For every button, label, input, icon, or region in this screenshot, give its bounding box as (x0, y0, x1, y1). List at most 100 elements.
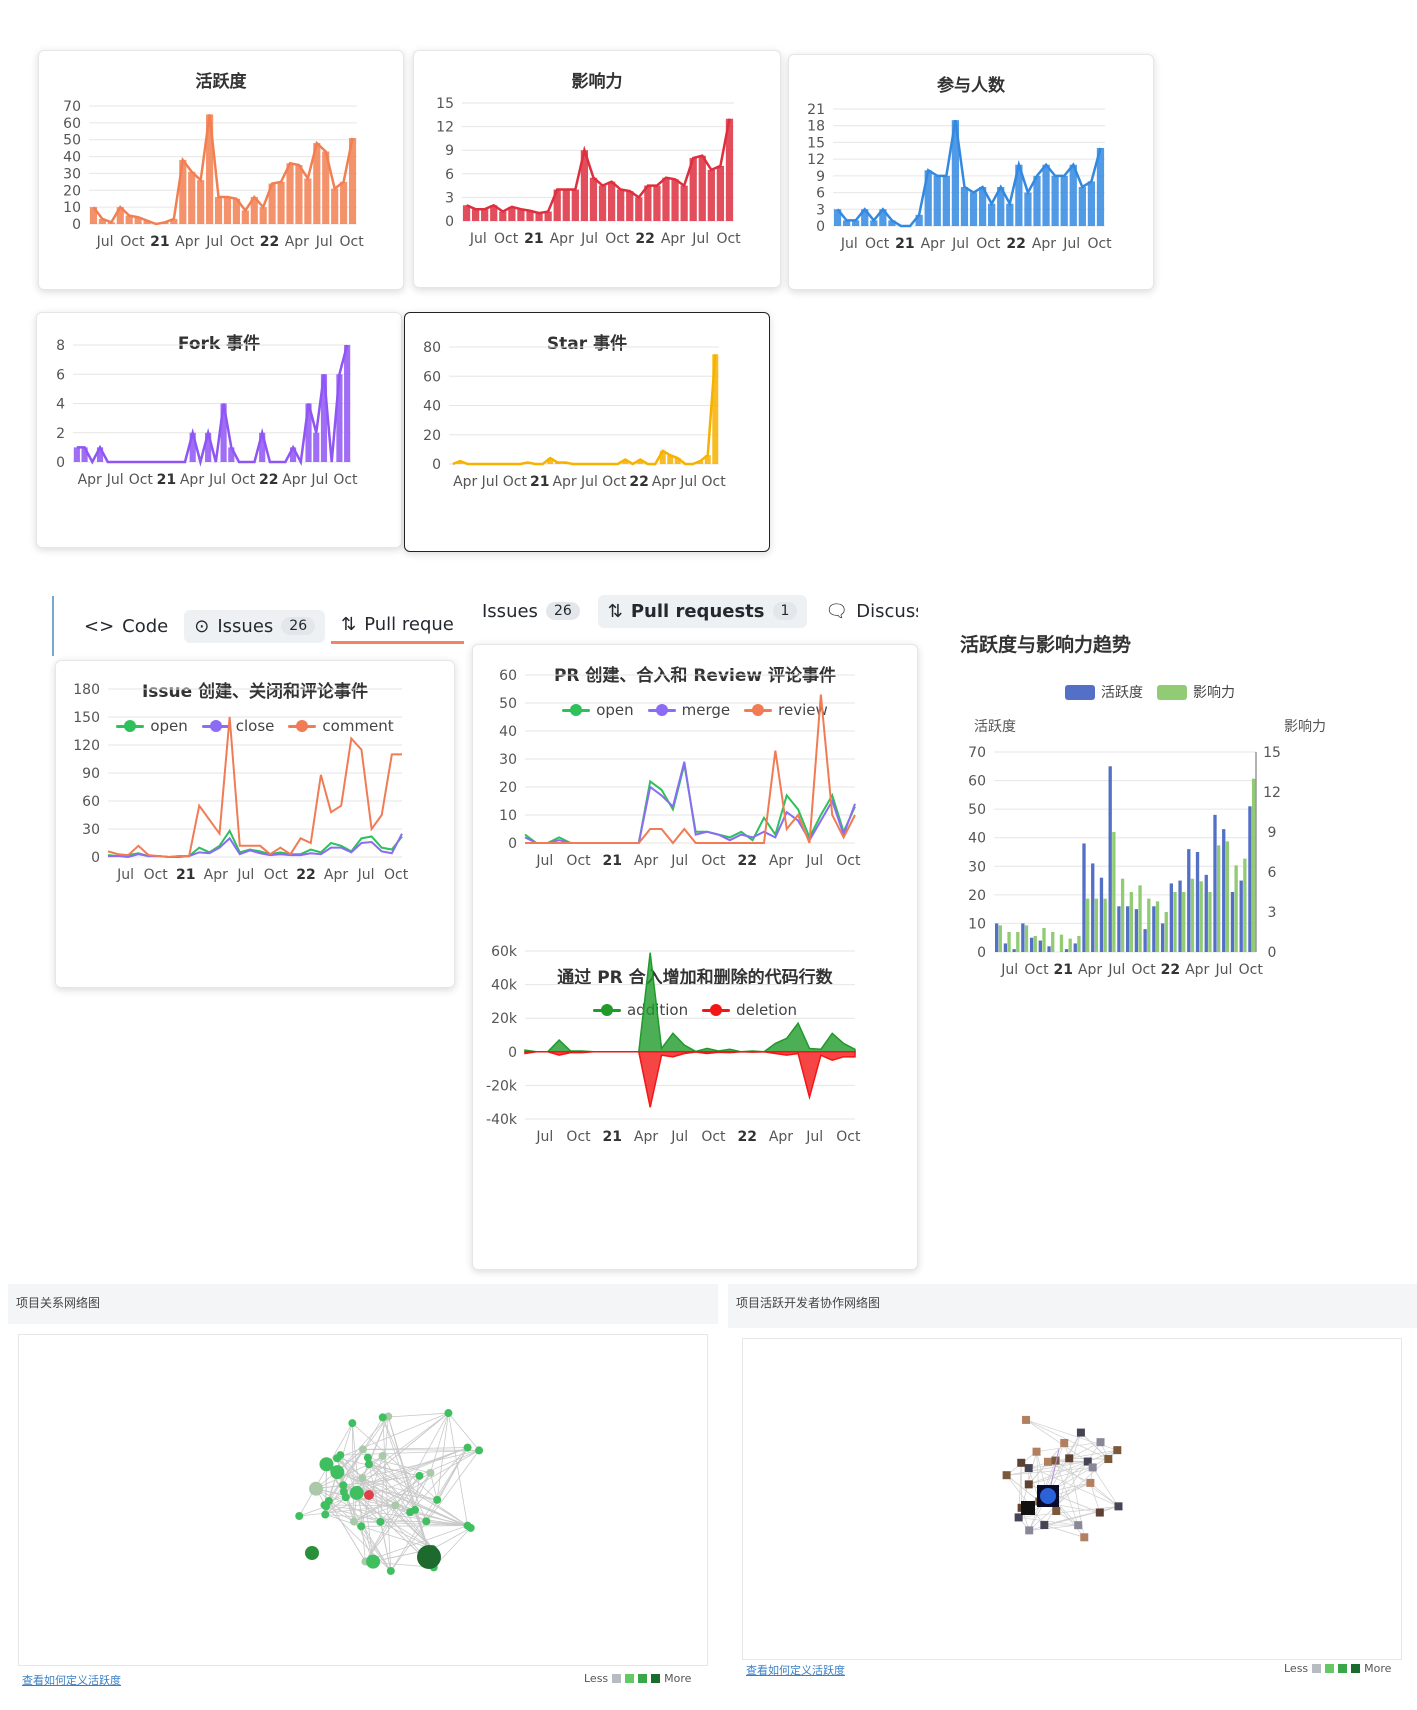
y-tick-label: 21 (807, 102, 825, 118)
chart-title: Star 事件 (546, 334, 628, 354)
bar (125, 215, 133, 224)
bar (942, 175, 950, 226)
network-edge (382, 1417, 427, 1522)
tab-issues[interactable]: Issues 26 (472, 595, 590, 628)
bar-influence (1016, 932, 1020, 952)
legend-swatch (1065, 684, 1095, 700)
trend-legend: 活跃度 影响力 (950, 682, 1350, 702)
bar-influence (1243, 858, 1247, 952)
x-tick-label: Apr (285, 234, 309, 250)
bar-influence (1129, 892, 1133, 952)
y-tick-label: 40k (491, 978, 518, 994)
tab-issues[interactable]: ⊙ Issues 26 (184, 609, 326, 643)
x-tick-label: Oct (605, 231, 630, 247)
developer-avatar (1114, 1502, 1123, 1511)
developer-avatar (1074, 1521, 1083, 1530)
network-edge (315, 1488, 434, 1550)
tab-pull-requests[interactable]: ⇅ Pull reque (331, 608, 464, 644)
network-edge (337, 1471, 438, 1501)
legend-close[interactable]: close (201, 717, 274, 735)
legend-label: review (778, 701, 828, 719)
y-tick-label: 0 (72, 217, 81, 233)
bar (653, 185, 661, 221)
bar (704, 455, 711, 464)
developer-network-header: 项目活跃开发者协作网络图 (728, 1284, 1417, 1328)
network-node (349, 1485, 364, 1500)
bar (331, 188, 339, 224)
tab-pull-requests[interactable]: ⇅ Pull requests 1 (597, 594, 808, 628)
legend-influence[interactable]: 影响力 (1157, 682, 1235, 702)
developer-avatar (1080, 1533, 1089, 1542)
bar (223, 197, 232, 224)
influence-chart: 0 3 6 9 12 15 Jul Oct 21 Apr Jul Oct 22 Apr Jul Oct (436, 96, 741, 247)
network-edge (382, 1417, 435, 1568)
y-tick-label: 3 (445, 190, 454, 206)
network-node (415, 1471, 424, 1480)
x-tick-label: Apr (921, 236, 945, 252)
bar-activity (1126, 906, 1130, 952)
tab-discussions[interactable]: 🗨 Discussic (815, 595, 918, 628)
bar (1015, 164, 1023, 226)
developer-avatar (1095, 1508, 1104, 1517)
x-tick-label: Oct (494, 231, 519, 247)
legend-activity[interactable]: 活跃度 (1065, 682, 1143, 702)
bar (340, 181, 348, 224)
y2-tick-label: 15 (1263, 745, 1281, 761)
legend-open[interactable]: open (116, 717, 188, 735)
developer-avatar (1104, 1455, 1113, 1464)
activity-definition-link[interactable]: 查看如何定义活跃度 (746, 1664, 845, 1677)
tab-code[interactable]: <> Code (74, 610, 178, 643)
x-tick-label: Jul (208, 472, 226, 488)
y-tick-label: 30 (968, 859, 986, 875)
network-edge (1018, 1517, 1079, 1526)
bar-activity (1073, 943, 1077, 952)
code-icon: <> (84, 615, 115, 637)
network-edge (410, 1511, 468, 1527)
y2-tick-label: 3 (1268, 905, 1277, 921)
network-edge (394, 1505, 434, 1550)
network-node (319, 1457, 334, 1472)
y-tick-label: 60k (491, 944, 518, 960)
network-edge (352, 1422, 438, 1501)
legend-merge[interactable]: merge (647, 701, 730, 719)
bar-influence (1182, 892, 1186, 952)
x-tick-label: 21 (524, 231, 543, 247)
network-node (309, 1481, 324, 1496)
bar-influence (1094, 898, 1099, 952)
bar-activity (1038, 940, 1042, 952)
developer-avatar (1065, 1454, 1074, 1463)
star-card: Star 事件 0 20 40 60 80 Apr Jul Oct 21 Apr Jul Oct 22 A… (404, 312, 770, 552)
developer-avatar (1014, 1513, 1023, 1522)
developer-avatar (1086, 1478, 1095, 1487)
x-tick-label: Jul (580, 474, 598, 490)
x-tick-label: 21 (176, 867, 195, 883)
legend-open[interactable]: open (562, 701, 634, 719)
prs-chart: 0 10 20 30 40 50 60 Jul Oct 21 Apr Jul Oct 22 Apr Jul Oc… (486, 668, 861, 1145)
x-tick-label: Apr (769, 853, 793, 869)
x-tick-label: Jul (106, 472, 124, 488)
bar (553, 189, 561, 221)
y-tick-label: 6 (816, 186, 825, 202)
bar-activity (1003, 943, 1008, 952)
x-tick-label: Apr (282, 472, 306, 488)
legend-deletion[interactable]: deletion (702, 1001, 797, 1019)
legend-comment[interactable]: comment (288, 717, 394, 735)
activity-definition-link[interactable]: 查看如何定义活跃度 (22, 1674, 121, 1687)
y-tick-label: 30 (499, 752, 517, 768)
network-edge (337, 1416, 389, 1473)
issues-count-badge: 26 (281, 617, 316, 635)
network-edge (361, 1525, 434, 1550)
x-tick-label: Jul (205, 234, 223, 250)
x-tick-label: Apr (453, 474, 477, 490)
legend-review[interactable]: review (744, 701, 828, 719)
issues-count-badge: 26 (545, 602, 580, 620)
bar (250, 197, 258, 224)
network-edge (1092, 1467, 1119, 1507)
bar (259, 432, 266, 462)
bar-influence (1059, 934, 1064, 952)
y-tick-label: 0 (977, 945, 986, 961)
network-edge (1028, 1461, 1088, 1469)
network-edge (379, 1416, 389, 1522)
bar-activity (1204, 874, 1208, 952)
bar (997, 187, 1005, 226)
